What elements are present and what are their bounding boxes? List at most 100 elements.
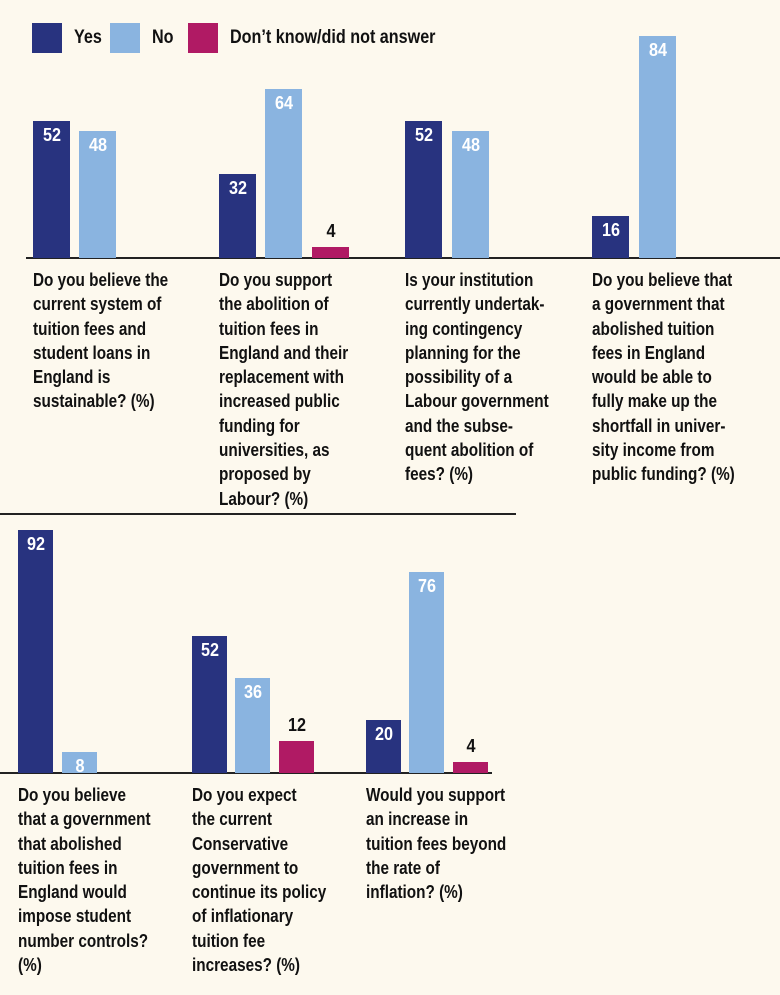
question-line: tuition fees beyond xyxy=(366,833,507,854)
legend-label: No xyxy=(152,27,174,48)
question-line: continue its policy xyxy=(192,882,327,903)
question-line: the current xyxy=(192,809,272,830)
data-label: 36 xyxy=(243,681,262,702)
bar-yes xyxy=(219,173,256,258)
question-line: sity income from xyxy=(592,440,715,461)
data-label: 4 xyxy=(465,736,475,757)
data-label: 20 xyxy=(374,724,393,745)
bar-yes xyxy=(592,215,629,258)
question-line: possibility of a xyxy=(405,367,513,388)
question-line: inflation? (%) xyxy=(366,882,463,903)
top-axis-line xyxy=(26,257,780,259)
question-label: Do you believe that a government that abol… xyxy=(592,268,760,487)
legend-item-yes: Yes xyxy=(32,23,107,53)
question-line: that a government xyxy=(18,809,151,830)
data-label: 4 xyxy=(325,221,335,242)
question-line: England and their xyxy=(219,342,349,363)
question-line: impose student xyxy=(18,906,132,927)
question-line: abolished tuition xyxy=(592,318,715,339)
data-label: 76 xyxy=(417,576,436,597)
question-line: fees? (%) xyxy=(405,464,474,485)
question-line: planning for the xyxy=(405,342,521,363)
question-line: and the subse- xyxy=(405,415,513,436)
question-line: Would you support xyxy=(366,785,506,805)
question-line: quent abolition of xyxy=(405,440,534,461)
question-label: Do you expect the current Conservative gove… xyxy=(192,783,350,977)
data-label: 52 xyxy=(200,639,219,660)
legend-swatch-no xyxy=(110,23,140,53)
question-line: that abolished xyxy=(18,833,122,854)
data-label: 84 xyxy=(648,40,667,61)
question-line: public funding? (%) xyxy=(592,464,735,485)
question-label: Do you believe that a government that abol… xyxy=(18,783,174,977)
question-label: Would you support an increase in tuition f… xyxy=(366,783,531,904)
question-line: tuition fees and xyxy=(33,318,147,339)
question-line: Do you believe that xyxy=(592,270,733,290)
question-line: Do you believe the xyxy=(33,270,169,290)
data-label: 32 xyxy=(228,177,247,198)
question-line: Conservative xyxy=(192,833,289,854)
question-line: shortfall in univer- xyxy=(592,415,726,436)
question-label: Do you believe the current system of tuiti… xyxy=(33,268,192,414)
question-label: Do you support the abolition of tuition fe… xyxy=(219,268,371,511)
question-line: student loans in xyxy=(33,342,151,363)
bar-yes xyxy=(366,720,401,773)
question-line: Do you believe xyxy=(18,785,126,805)
question-line: of inflationary xyxy=(192,906,294,927)
question-line: (%) xyxy=(18,955,42,976)
bar-dont-know xyxy=(312,247,349,258)
legend-item-no: No xyxy=(110,23,177,53)
question-line: currently undertak- xyxy=(405,294,545,315)
question-line: Labour? (%) xyxy=(219,488,309,509)
bar-no xyxy=(79,131,116,258)
question-line: tuition fees in xyxy=(18,857,118,878)
question-line: the abolition of xyxy=(219,294,329,315)
question-line: government to xyxy=(192,857,299,878)
bar-yes xyxy=(33,120,70,258)
bottom-axis-line xyxy=(0,772,492,774)
question-line: number controls? xyxy=(18,930,149,951)
question-label: Is your institution currently undertak-in… xyxy=(405,268,574,487)
bar-yes xyxy=(18,530,53,773)
question-line: replacement with xyxy=(219,367,344,388)
question-line: fees in England xyxy=(592,342,706,363)
question-line: England would xyxy=(18,882,127,903)
bar-no xyxy=(452,131,489,258)
data-label: 52 xyxy=(42,124,61,145)
data-label: 92 xyxy=(26,534,45,555)
question-line: the rate of xyxy=(366,857,440,878)
bar-yes xyxy=(192,635,227,773)
question-line: an increase in xyxy=(366,809,469,830)
question-line: increased public xyxy=(219,391,340,412)
question-line: Do you support xyxy=(219,270,333,290)
question-line: current system of xyxy=(33,294,162,315)
data-label: 8 xyxy=(74,755,84,776)
data-label: 16 xyxy=(601,219,620,240)
data-label: 48 xyxy=(461,135,480,156)
bar-no xyxy=(265,89,302,258)
data-label: 64 xyxy=(274,93,293,114)
question-line: a government that xyxy=(592,294,725,315)
data-label: 52 xyxy=(414,124,433,145)
legend-label: Yes xyxy=(74,27,102,48)
question-line: sustainable? (%) xyxy=(33,391,155,412)
legend-swatch-dont-know xyxy=(188,23,218,53)
question-line: Is your institution xyxy=(405,270,534,290)
question-line: ing contingency xyxy=(405,318,523,339)
question-line: England is xyxy=(33,367,111,388)
data-label: 12 xyxy=(287,715,306,736)
bar-dont-know xyxy=(279,741,314,773)
question-line: tuition fees in xyxy=(219,318,319,339)
question-line: would be able to xyxy=(592,367,712,388)
bar-no xyxy=(235,677,270,773)
question-line: proposed by xyxy=(219,464,311,485)
legend-swatch-yes xyxy=(32,23,62,53)
data-label: 48 xyxy=(88,135,107,156)
question-line: Labour government xyxy=(405,391,549,412)
bar-no xyxy=(62,751,97,773)
question-line: funding for xyxy=(219,415,300,436)
bar-no xyxy=(409,572,444,773)
legend-item-dont-know: Don’t know/did not answer xyxy=(188,23,472,53)
question-line: tuition fee xyxy=(192,930,266,951)
question-line: increases? (%) xyxy=(192,955,301,976)
